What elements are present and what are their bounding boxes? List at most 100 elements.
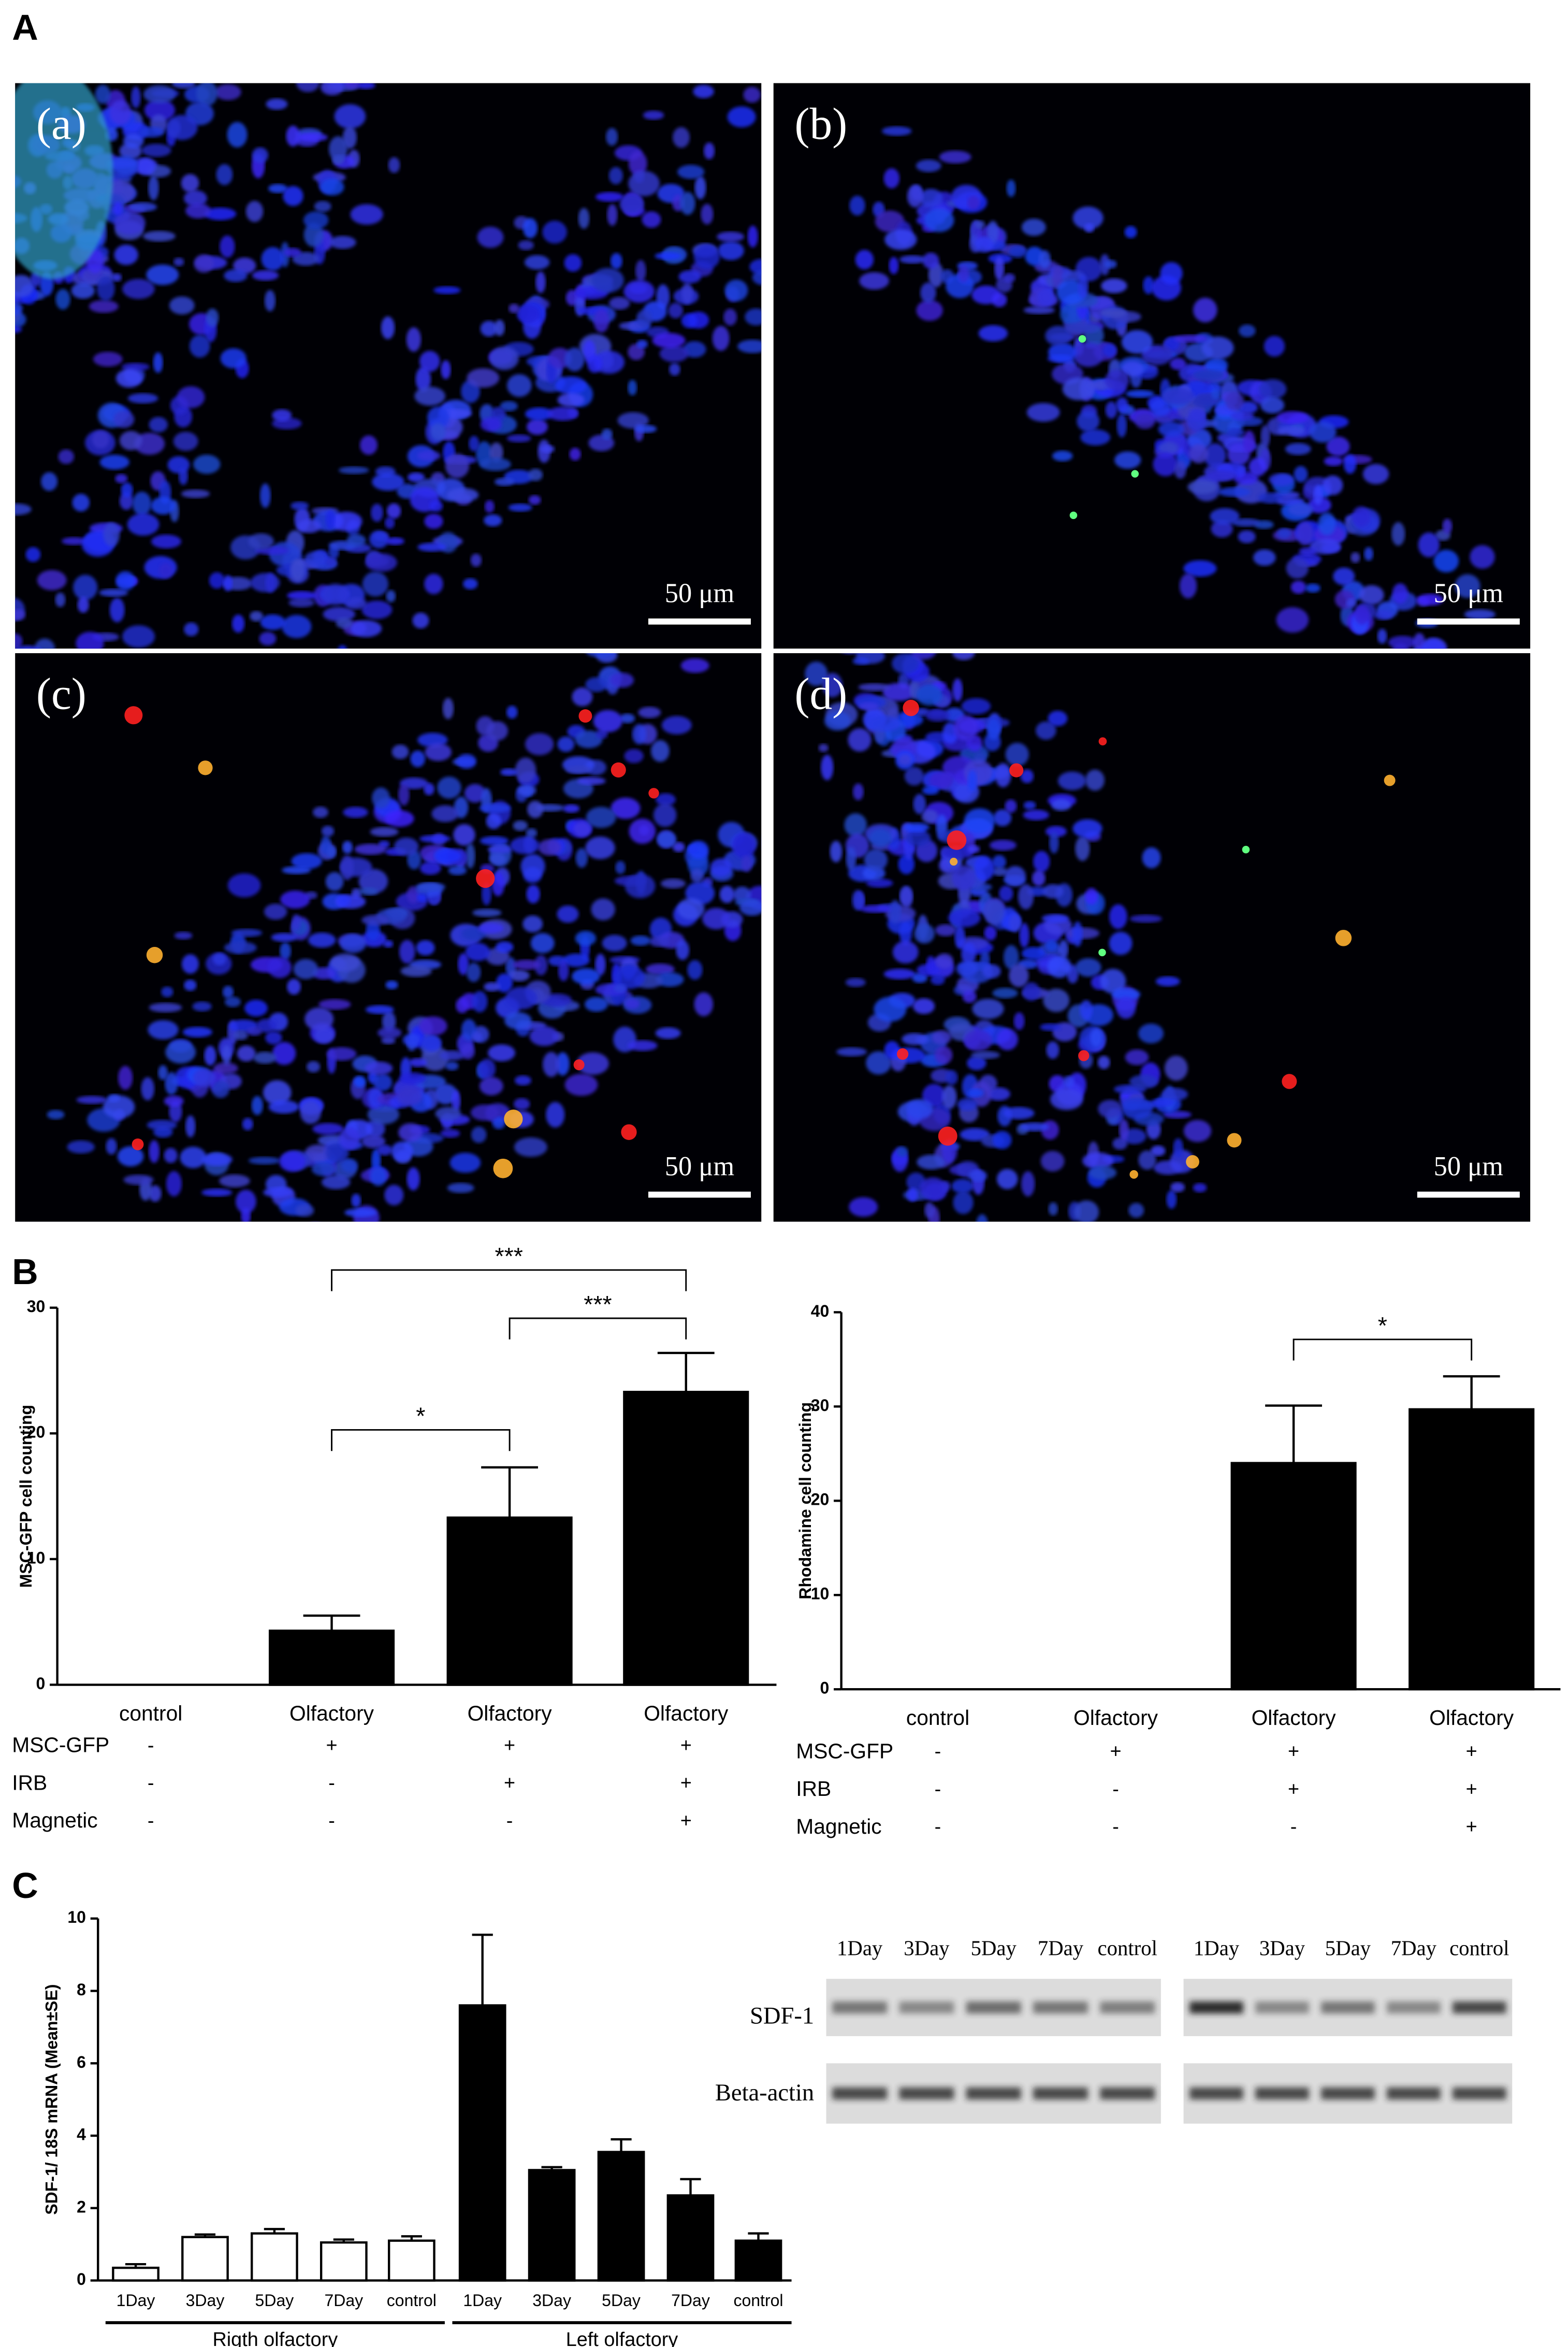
cell-nucleus (287, 978, 301, 995)
cell-nucleus (166, 1171, 182, 1197)
cell-nucleus (996, 1028, 1018, 1050)
cell-nucleus (55, 289, 70, 310)
cell-nucleus (1150, 1098, 1175, 1107)
cell-nucleus (482, 882, 491, 905)
cell-nucleus (437, 776, 461, 799)
cell-nucleus (656, 972, 684, 987)
cell-nucleus (660, 879, 686, 889)
cell-nucleus (1464, 609, 1496, 620)
cell-nucleus (381, 316, 395, 339)
cell-nucleus (181, 954, 199, 974)
x-tick-label: 1Day (117, 2291, 155, 2310)
cell-nucleus (1023, 801, 1036, 810)
cell-nucleus (292, 252, 320, 266)
labeled-cell (146, 947, 163, 963)
y-tick-label: 2 (77, 2197, 86, 2216)
cell-nucleus (350, 620, 382, 637)
cell-nucleus (989, 840, 1017, 851)
cell-nucleus (291, 501, 309, 510)
condition-sign: + (1466, 1816, 1477, 1838)
cell-nucleus (1052, 450, 1073, 462)
cell-nucleus (261, 247, 284, 271)
cell-nucleus (127, 513, 159, 536)
condition-sign: - (1290, 1816, 1297, 1838)
cell-nucleus (911, 653, 936, 660)
bar (597, 2151, 645, 2282)
error-bar (1265, 1404, 1323, 1463)
cell-nucleus (1085, 769, 1105, 791)
cell-nucleus (1121, 361, 1144, 377)
cell-nucleus (528, 468, 543, 481)
cell-nucleus (121, 482, 133, 498)
cell-nucleus (1045, 325, 1071, 346)
cell-nucleus (1142, 847, 1161, 869)
cell-nucleus (595, 192, 624, 202)
blot-band (1452, 2087, 1506, 2100)
cell-nucleus (109, 598, 125, 623)
cell-nucleus (1153, 452, 1178, 477)
labeled-cell (611, 762, 626, 777)
cell-nucleus (15, 609, 26, 621)
cell-nucleus (367, 1104, 399, 1125)
cell-nucleus (15, 645, 40, 649)
cell-nucleus (169, 296, 195, 315)
cell-nucleus (504, 1012, 532, 1030)
cell-nucleus (593, 309, 609, 333)
cell-nucleus (1269, 473, 1294, 486)
blot-band (1255, 2087, 1309, 2100)
y-tick-label: 30 (811, 1396, 830, 1415)
cell-nucleus (283, 186, 303, 206)
error-bar (333, 2238, 354, 2243)
cell-nucleus (291, 853, 322, 869)
cell-nucleus (960, 1128, 990, 1141)
y-axis-label: Rhodamine cell counting (796, 1402, 815, 1600)
cell-nucleus (460, 1043, 475, 1059)
cell-nucleus (248, 1157, 281, 1165)
cell-nucleus (677, 165, 705, 179)
cell-nucleus (884, 1041, 900, 1059)
cell-nucleus (1048, 342, 1077, 363)
cell-nucleus (591, 898, 615, 920)
cell-nucleus (1021, 947, 1046, 960)
cell-nucleus (248, 533, 274, 550)
cell-nucleus (336, 617, 353, 629)
cell-nucleus (183, 190, 207, 207)
cell-nucleus (144, 99, 175, 121)
blot-band (899, 2087, 954, 2100)
cell-nucleus (1040, 1150, 1065, 1172)
error-bar (1443, 1375, 1500, 1409)
cell-nucleus (237, 1045, 256, 1062)
cell-nucleus (951, 865, 976, 890)
cell-nucleus (513, 1098, 530, 1110)
y-tick-label: 10 (811, 1585, 830, 1603)
cell-nucleus (244, 1000, 268, 1017)
cell-nucleus (1061, 270, 1085, 282)
error-bar (611, 2138, 632, 2152)
cell-nucleus (478, 923, 504, 934)
cell-nucleus (1003, 273, 1015, 283)
cell-nucleus (329, 236, 356, 249)
cell-nucleus (649, 936, 670, 947)
cell-nucleus (967, 845, 980, 853)
cell-nucleus (1343, 454, 1357, 474)
cell-nucleus (1170, 357, 1186, 370)
cell-nucleus (242, 1117, 253, 1131)
cell-nucleus (1155, 976, 1180, 987)
cell-nucleus (932, 1030, 951, 1045)
cell-nucleus (1285, 443, 1311, 455)
cell-nucleus (1129, 914, 1162, 923)
cell-nucleus (15, 275, 34, 298)
cell-nucleus (463, 578, 478, 589)
cell-nucleus (119, 430, 142, 451)
cell-nucleus (354, 1075, 366, 1088)
cell-nucleus (489, 853, 506, 865)
cell-nucleus (445, 453, 470, 478)
cell-nucleus (587, 354, 603, 373)
cell-nucleus (961, 942, 976, 966)
cell-nucleus (892, 941, 919, 963)
cell-nucleus (479, 1077, 503, 1096)
cell-nucleus (1305, 583, 1320, 593)
cell-nucleus (994, 256, 1005, 281)
cell-nucleus (1326, 436, 1350, 456)
cell-nucleus (824, 711, 851, 731)
